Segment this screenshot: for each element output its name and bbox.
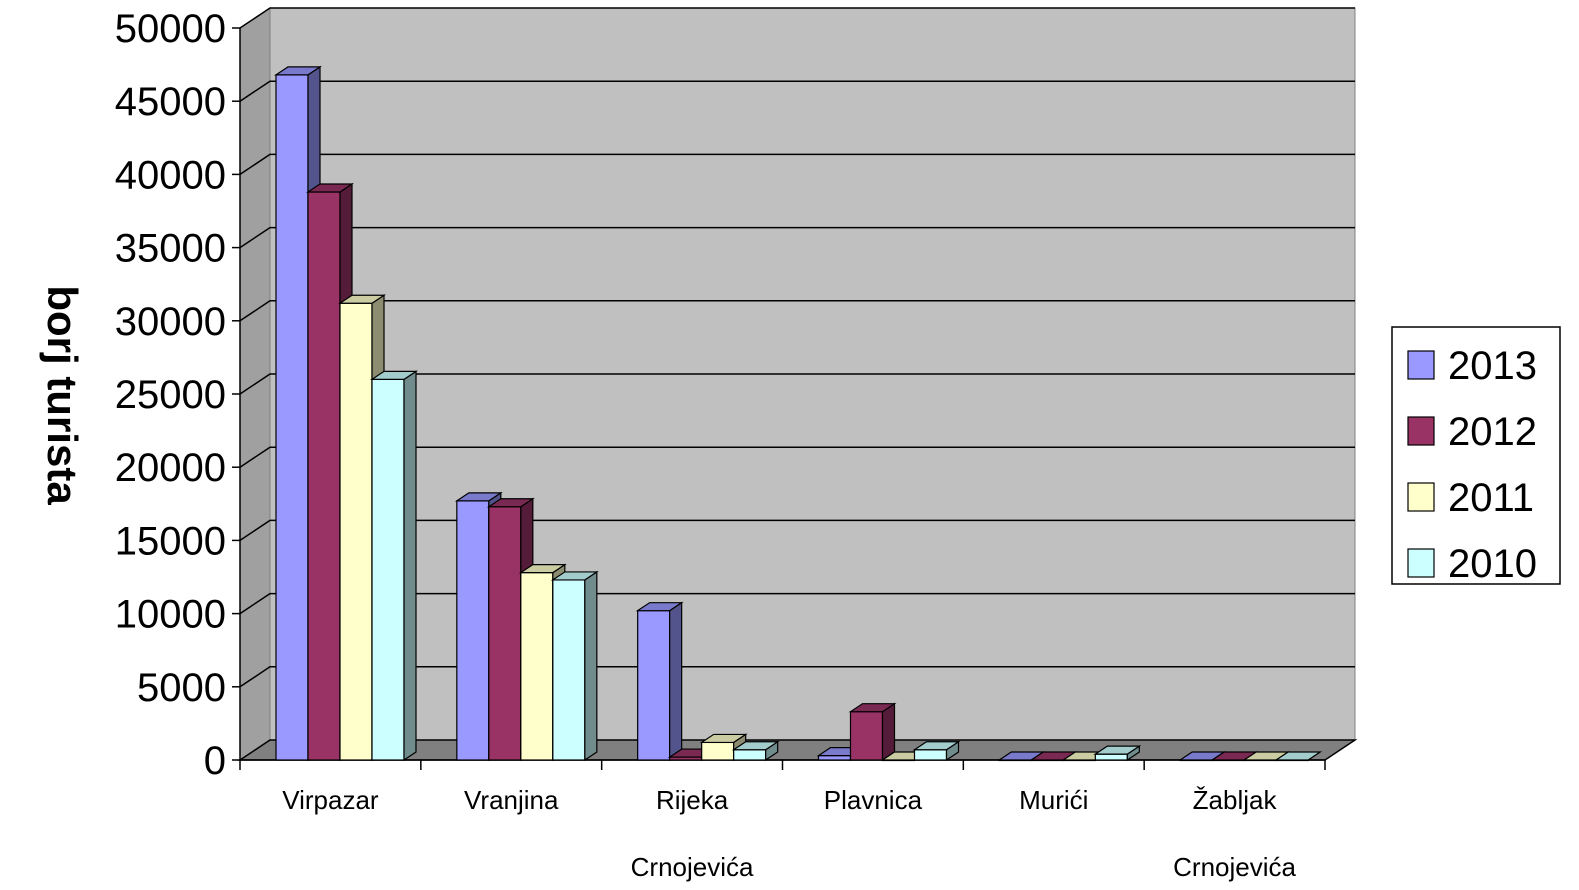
bar-top <box>912 741 961 751</box>
bar-front <box>817 755 852 761</box>
bar-top <box>306 183 354 193</box>
gridline <box>239 300 1355 322</box>
bar-front <box>488 506 522 761</box>
bar-top <box>518 564 567 574</box>
legend: 2013 2012 2011 2010 <box>1391 326 1561 586</box>
gridline <box>239 80 1355 102</box>
bar <box>731 740 780 762</box>
bar-top <box>338 294 386 304</box>
bar-top <box>274 66 322 76</box>
bar-top <box>454 492 503 502</box>
bar-front <box>307 191 341 761</box>
gridlines <box>239 7 1355 688</box>
legend-label: 2013 <box>1448 344 1537 388</box>
gridline <box>239 666 1355 688</box>
bar-top <box>370 370 418 380</box>
bar-top <box>699 733 748 744</box>
y-tick-label: 5000 <box>137 666 226 710</box>
legend-swatch <box>1407 548 1435 578</box>
bar-top <box>635 602 684 612</box>
bar <box>1274 751 1323 762</box>
bar-front <box>701 741 735 761</box>
y-tick-label: 40000 <box>115 153 226 197</box>
bar-top <box>486 498 535 508</box>
bar-front <box>456 500 490 761</box>
bar-front <box>339 302 373 761</box>
bar-front <box>733 749 767 761</box>
legend-swatch <box>1407 350 1435 380</box>
y-tick-label: 35000 <box>115 227 226 271</box>
bar-side <box>584 570 598 762</box>
bar <box>550 570 599 762</box>
bar-top <box>550 571 599 581</box>
category-label: Murići <box>1019 785 1088 815</box>
bar-front <box>1094 753 1128 761</box>
bar <box>848 702 897 762</box>
bar-side <box>403 370 417 762</box>
category-label-line2: Crnojevića <box>631 852 754 882</box>
bar-front <box>520 572 554 761</box>
bar-front <box>913 749 948 761</box>
category-label: Vranjina <box>464 785 559 815</box>
y-tick-labels: 0 5000 10000 15000 20000 25000 30000 35000 40000… <box>115 7 226 783</box>
bar-top <box>848 703 897 713</box>
category-labels: Virpazar Vranjina Rijeka Crnojevića Plavnica… <box>282 785 1296 882</box>
bar-side <box>881 702 896 762</box>
bar-top <box>1274 751 1323 761</box>
y-tick-label: 10000 <box>115 593 226 637</box>
legend-swatch <box>1407 416 1435 446</box>
bar-front <box>371 378 405 761</box>
bar-front <box>849 711 884 761</box>
category-label: Rijeka <box>656 785 729 815</box>
axes <box>232 27 1326 770</box>
bar-front <box>275 74 309 761</box>
legend-label: 2012 <box>1448 410 1537 454</box>
bar-side <box>669 601 683 762</box>
gridline <box>239 519 1355 542</box>
y-tick-label: 15000 <box>115 519 226 563</box>
bar <box>1093 745 1142 762</box>
bars <box>274 65 1323 762</box>
legend-label: 2011 <box>1448 476 1534 520</box>
gridline <box>239 7 1355 29</box>
y-tick-label: 20000 <box>115 446 226 490</box>
bar <box>370 370 418 762</box>
gridline <box>239 153 1355 176</box>
gridline <box>239 446 1355 468</box>
category-label-line2: Crnojevića <box>1173 852 1296 882</box>
y-tick-label: 50000 <box>115 7 226 51</box>
legend-swatch <box>1407 482 1435 512</box>
category-label: Žabljak <box>1193 785 1278 815</box>
bar-top <box>1093 745 1142 755</box>
y-axis-label: borj turista <box>39 285 86 505</box>
y-tick-label: 0 <box>204 739 226 783</box>
bar-top <box>731 741 780 751</box>
legend-label: 2010 <box>1448 542 1537 586</box>
y-tick-label: 25000 <box>115 373 226 417</box>
category-label: Virpazar <box>282 785 379 815</box>
y-tick-label: 30000 <box>115 300 226 344</box>
bar <box>635 601 684 762</box>
bar <box>912 740 961 762</box>
bar <box>1242 751 1291 762</box>
bar-front <box>552 579 586 761</box>
bar-front <box>637 610 671 761</box>
y-tick-label: 45000 <box>115 80 226 124</box>
gridline <box>239 226 1355 249</box>
gridline <box>239 592 1355 615</box>
category-label: Plavnica <box>824 785 923 815</box>
gridline <box>239 373 1355 395</box>
